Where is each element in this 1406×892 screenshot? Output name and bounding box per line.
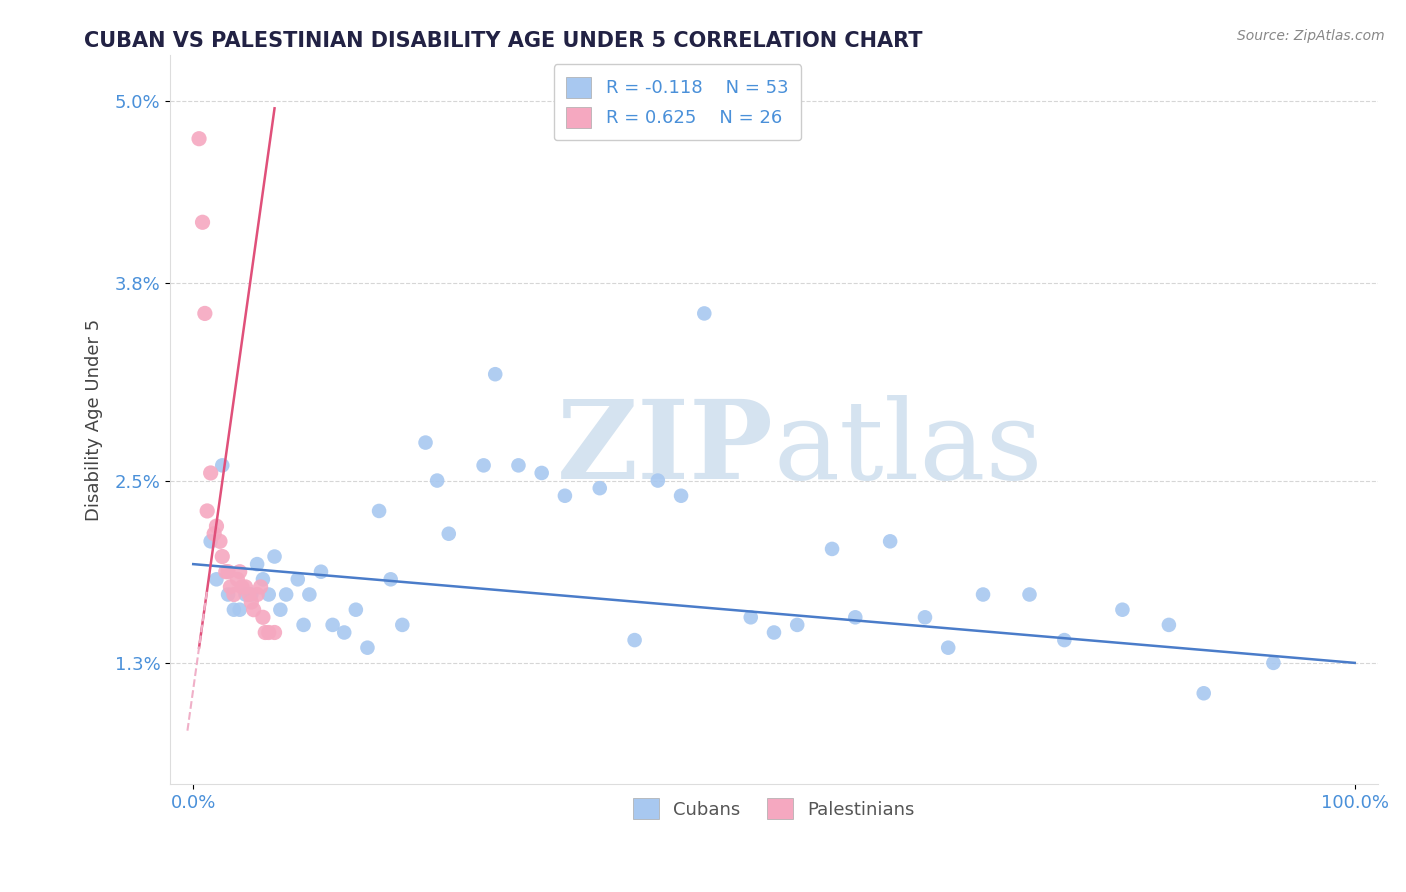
Point	[276, 587, 298, 601]
Point	[762, 625, 785, 640]
Point	[647, 474, 669, 488]
Point	[200, 534, 222, 549]
Point	[208, 534, 231, 549]
Y-axis label: Disability Age Under 5: Disability Age Under 5	[86, 318, 103, 521]
Text: atlas: atlas	[773, 395, 1043, 502]
Point	[263, 625, 285, 640]
Point	[263, 549, 285, 564]
Point	[415, 435, 437, 450]
Point	[242, 603, 264, 617]
Point	[936, 640, 959, 655]
Point	[195, 504, 218, 518]
Point	[1111, 603, 1133, 617]
Point	[235, 587, 257, 601]
Point	[219, 580, 242, 594]
Point	[740, 610, 762, 624]
Point	[309, 565, 332, 579]
Point	[368, 504, 391, 518]
Point	[257, 587, 280, 601]
Point	[972, 587, 994, 601]
Point	[426, 474, 449, 488]
Point	[1192, 686, 1215, 700]
Point	[269, 603, 291, 617]
Point	[298, 587, 321, 601]
Point	[254, 625, 277, 640]
Point	[252, 610, 274, 624]
Text: ZIP: ZIP	[557, 395, 773, 502]
Point	[188, 131, 211, 145]
Legend: Cubans, Palestinians: Cubans, Palestinians	[626, 791, 922, 827]
Point	[437, 526, 460, 541]
Point	[472, 458, 495, 473]
Point	[484, 368, 506, 382]
Point	[200, 466, 222, 480]
Point	[344, 603, 367, 617]
Point	[356, 640, 378, 655]
Point	[228, 565, 250, 579]
Point	[202, 526, 225, 541]
Point	[211, 458, 233, 473]
Point	[530, 466, 553, 480]
Point	[1018, 587, 1040, 601]
Point	[287, 572, 309, 586]
Point	[669, 489, 692, 503]
Point	[1053, 633, 1076, 648]
Point	[194, 306, 217, 320]
Point	[246, 587, 269, 601]
Point	[554, 489, 576, 503]
Point	[322, 618, 344, 632]
Point	[1263, 656, 1285, 670]
Point	[235, 580, 257, 594]
Point	[191, 215, 214, 229]
Text: CUBAN VS PALESTINIAN DISABILITY AGE UNDER 5 CORRELATION CHART: CUBAN VS PALESTINIAN DISABILITY AGE UNDE…	[84, 31, 922, 51]
Point	[391, 618, 413, 632]
Point	[879, 534, 901, 549]
Point	[231, 580, 253, 594]
Point	[257, 625, 280, 640]
Point	[693, 306, 716, 320]
Point	[292, 618, 315, 632]
Point	[508, 458, 530, 473]
Point	[222, 603, 245, 617]
Point	[215, 565, 238, 579]
Point	[238, 587, 260, 601]
Point	[228, 603, 250, 617]
Point	[217, 565, 239, 579]
Point	[211, 549, 233, 564]
Point	[240, 587, 263, 601]
Point	[252, 572, 274, 586]
Point	[1157, 618, 1180, 632]
Point	[222, 587, 245, 601]
Point	[623, 633, 645, 648]
Point	[205, 519, 228, 533]
Point	[380, 572, 402, 586]
Point	[786, 618, 808, 632]
Point	[217, 587, 239, 601]
Point	[589, 481, 612, 495]
Point	[249, 580, 271, 594]
Point	[226, 572, 249, 586]
Point	[205, 572, 228, 586]
Point	[914, 610, 936, 624]
Point	[240, 595, 263, 609]
Point	[246, 557, 269, 571]
Point	[821, 541, 844, 556]
Point	[844, 610, 866, 624]
Point	[333, 625, 356, 640]
Text: Source: ZipAtlas.com: Source: ZipAtlas.com	[1237, 29, 1385, 43]
